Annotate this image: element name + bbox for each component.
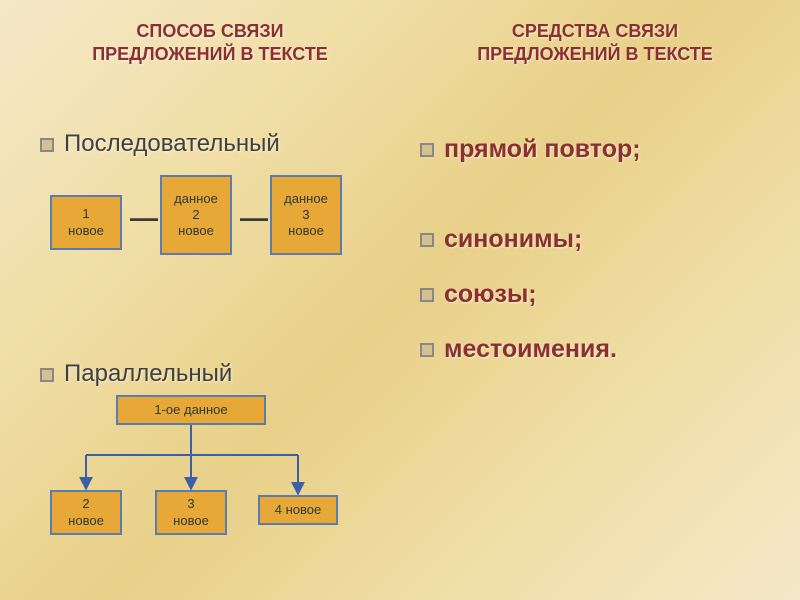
means-item-4: местоимения.: [420, 335, 617, 364]
means-item-1-text: прямой повтор;: [444, 135, 641, 163]
means-item-4-text: местоимения.: [444, 335, 617, 363]
means-item-2-text: синонимы;: [444, 225, 582, 253]
bullet-square-icon: [420, 343, 434, 357]
parallel-child-3: 4 новое: [258, 495, 338, 525]
parallel-child-2-text: 3новое: [173, 496, 209, 529]
means-item-3: союзы;: [420, 280, 537, 309]
parallel-child-1-text: 2новое: [68, 496, 104, 529]
bullet-square-icon: [420, 288, 434, 302]
right-header-text: СРЕДСТВА СВЯЗИПРЕДЛОЖЕНИЙ В ТЕКСТЕ: [477, 21, 713, 64]
parallel-child-2: 3новое: [155, 490, 227, 535]
means-item-3-text: союзы;: [444, 280, 537, 308]
means-item-2: синонимы;: [420, 225, 582, 254]
parallel-arrows: [0, 0, 400, 560]
means-item-1: прямой повтор;: [420, 135, 780, 164]
bullet-square-icon: [420, 143, 434, 157]
parallel-child-3-text: 4 новое: [275, 502, 321, 518]
parallel-child-1: 2новое: [50, 490, 122, 535]
bullet-square-icon: [420, 233, 434, 247]
right-column-header: СРЕДСТВА СВЯЗИПРЕДЛОЖЕНИЙ В ТЕКСТЕ: [420, 20, 770, 67]
